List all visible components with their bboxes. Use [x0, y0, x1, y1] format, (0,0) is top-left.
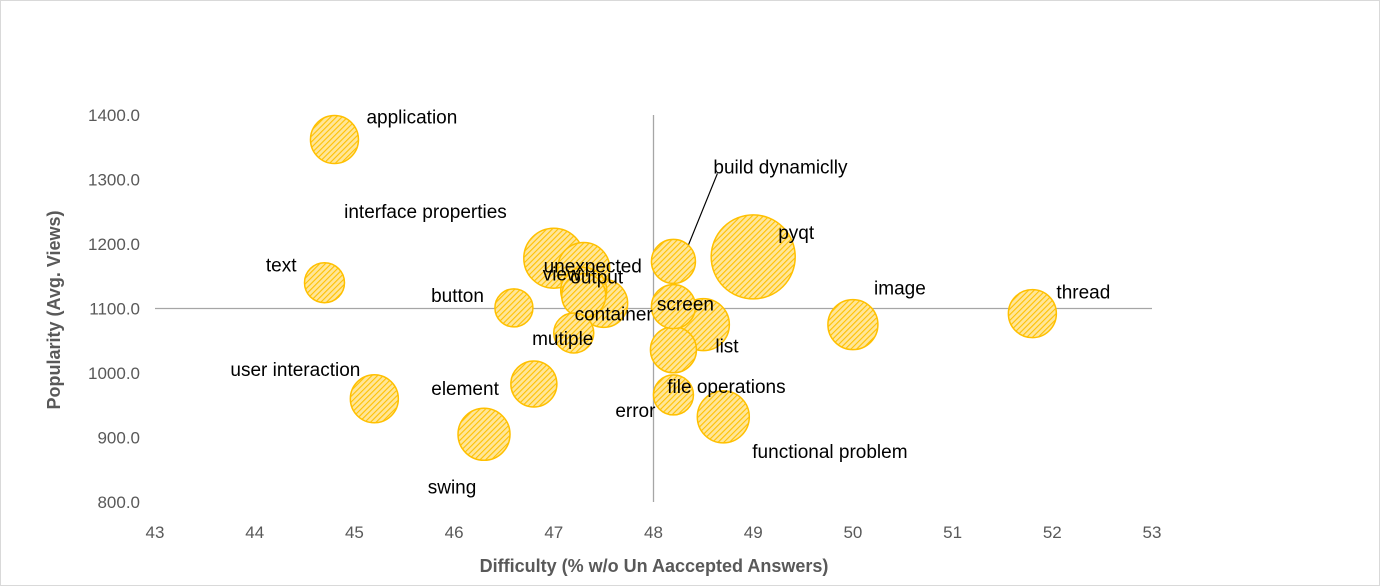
point-label: functional problem	[752, 442, 907, 463]
y-tick-label: 1400.0	[88, 106, 140, 125]
point-label: swing	[428, 477, 477, 498]
point-label: image	[874, 279, 926, 300]
bubble-functional-problem	[696, 390, 751, 444]
bubble-button	[494, 288, 534, 328]
x-tick-label: 53	[1143, 523, 1162, 542]
x-tick-label: 46	[445, 523, 464, 542]
bubble-image	[827, 298, 879, 351]
y-axis-title: Popularity (Avg. Views)	[44, 210, 64, 409]
point-label: view	[543, 265, 581, 286]
bubble-screen	[650, 283, 697, 330]
y-tick-label: 1300.0	[88, 171, 140, 190]
bubble-swing	[457, 407, 511, 462]
y-tick-label: 1200.0	[88, 235, 140, 254]
point-label: text	[266, 256, 297, 277]
bubble-mutiple	[552, 312, 595, 354]
x-axis-title: Difficulty (% w/o Un Aaccepted Answers)	[480, 556, 829, 576]
x-tick-label: 47	[544, 523, 563, 542]
point-label: mutiple	[532, 329, 593, 350]
x-tick-label: 43	[146, 523, 165, 542]
point-label: output	[570, 267, 624, 288]
bubble-file-operations	[649, 326, 698, 374]
bubble-error	[652, 374, 695, 416]
point-label: file operations	[667, 377, 785, 398]
bubble-pyqt	[710, 214, 796, 300]
point-label: element	[431, 379, 499, 400]
point-label: screen	[657, 295, 714, 316]
point-label: interface properties	[344, 202, 507, 223]
bubble-build-dynamiclly	[650, 238, 697, 285]
x-tick-label: 49	[744, 523, 763, 542]
bubble-element	[510, 360, 558, 408]
x-tick-label: 45	[345, 523, 364, 542]
point-label: list	[715, 337, 739, 358]
point-label: user interaction	[230, 360, 360, 381]
y-tick-label: 1000.0	[88, 364, 140, 383]
point-label: error	[615, 401, 656, 422]
point-label: button	[431, 286, 484, 307]
point-label: unexpected	[544, 257, 642, 278]
x-tick-label: 48	[644, 523, 663, 542]
y-tick-label: 800.0	[97, 493, 140, 512]
bubble-user-interaction	[349, 374, 400, 424]
bubble-application	[309, 114, 360, 165]
y-tick-label: 900.0	[97, 429, 140, 448]
point-label: application	[366, 108, 457, 129]
point-label: container	[575, 304, 654, 325]
point-label: build dynamiclly	[713, 157, 848, 178]
y-tick-label: 1100.0	[89, 300, 140, 319]
x-tick-label: 51	[943, 523, 962, 542]
point-label: thread	[1056, 283, 1110, 304]
x-tick-label: 50	[843, 523, 862, 542]
bubble-text	[303, 261, 346, 304]
point-label: pyqt	[778, 223, 815, 244]
label-leader-line	[686, 173, 718, 248]
x-tick-label: 44	[245, 523, 264, 542]
x-tick-label: 52	[1043, 523, 1062, 542]
bubble-thread	[1007, 288, 1058, 339]
